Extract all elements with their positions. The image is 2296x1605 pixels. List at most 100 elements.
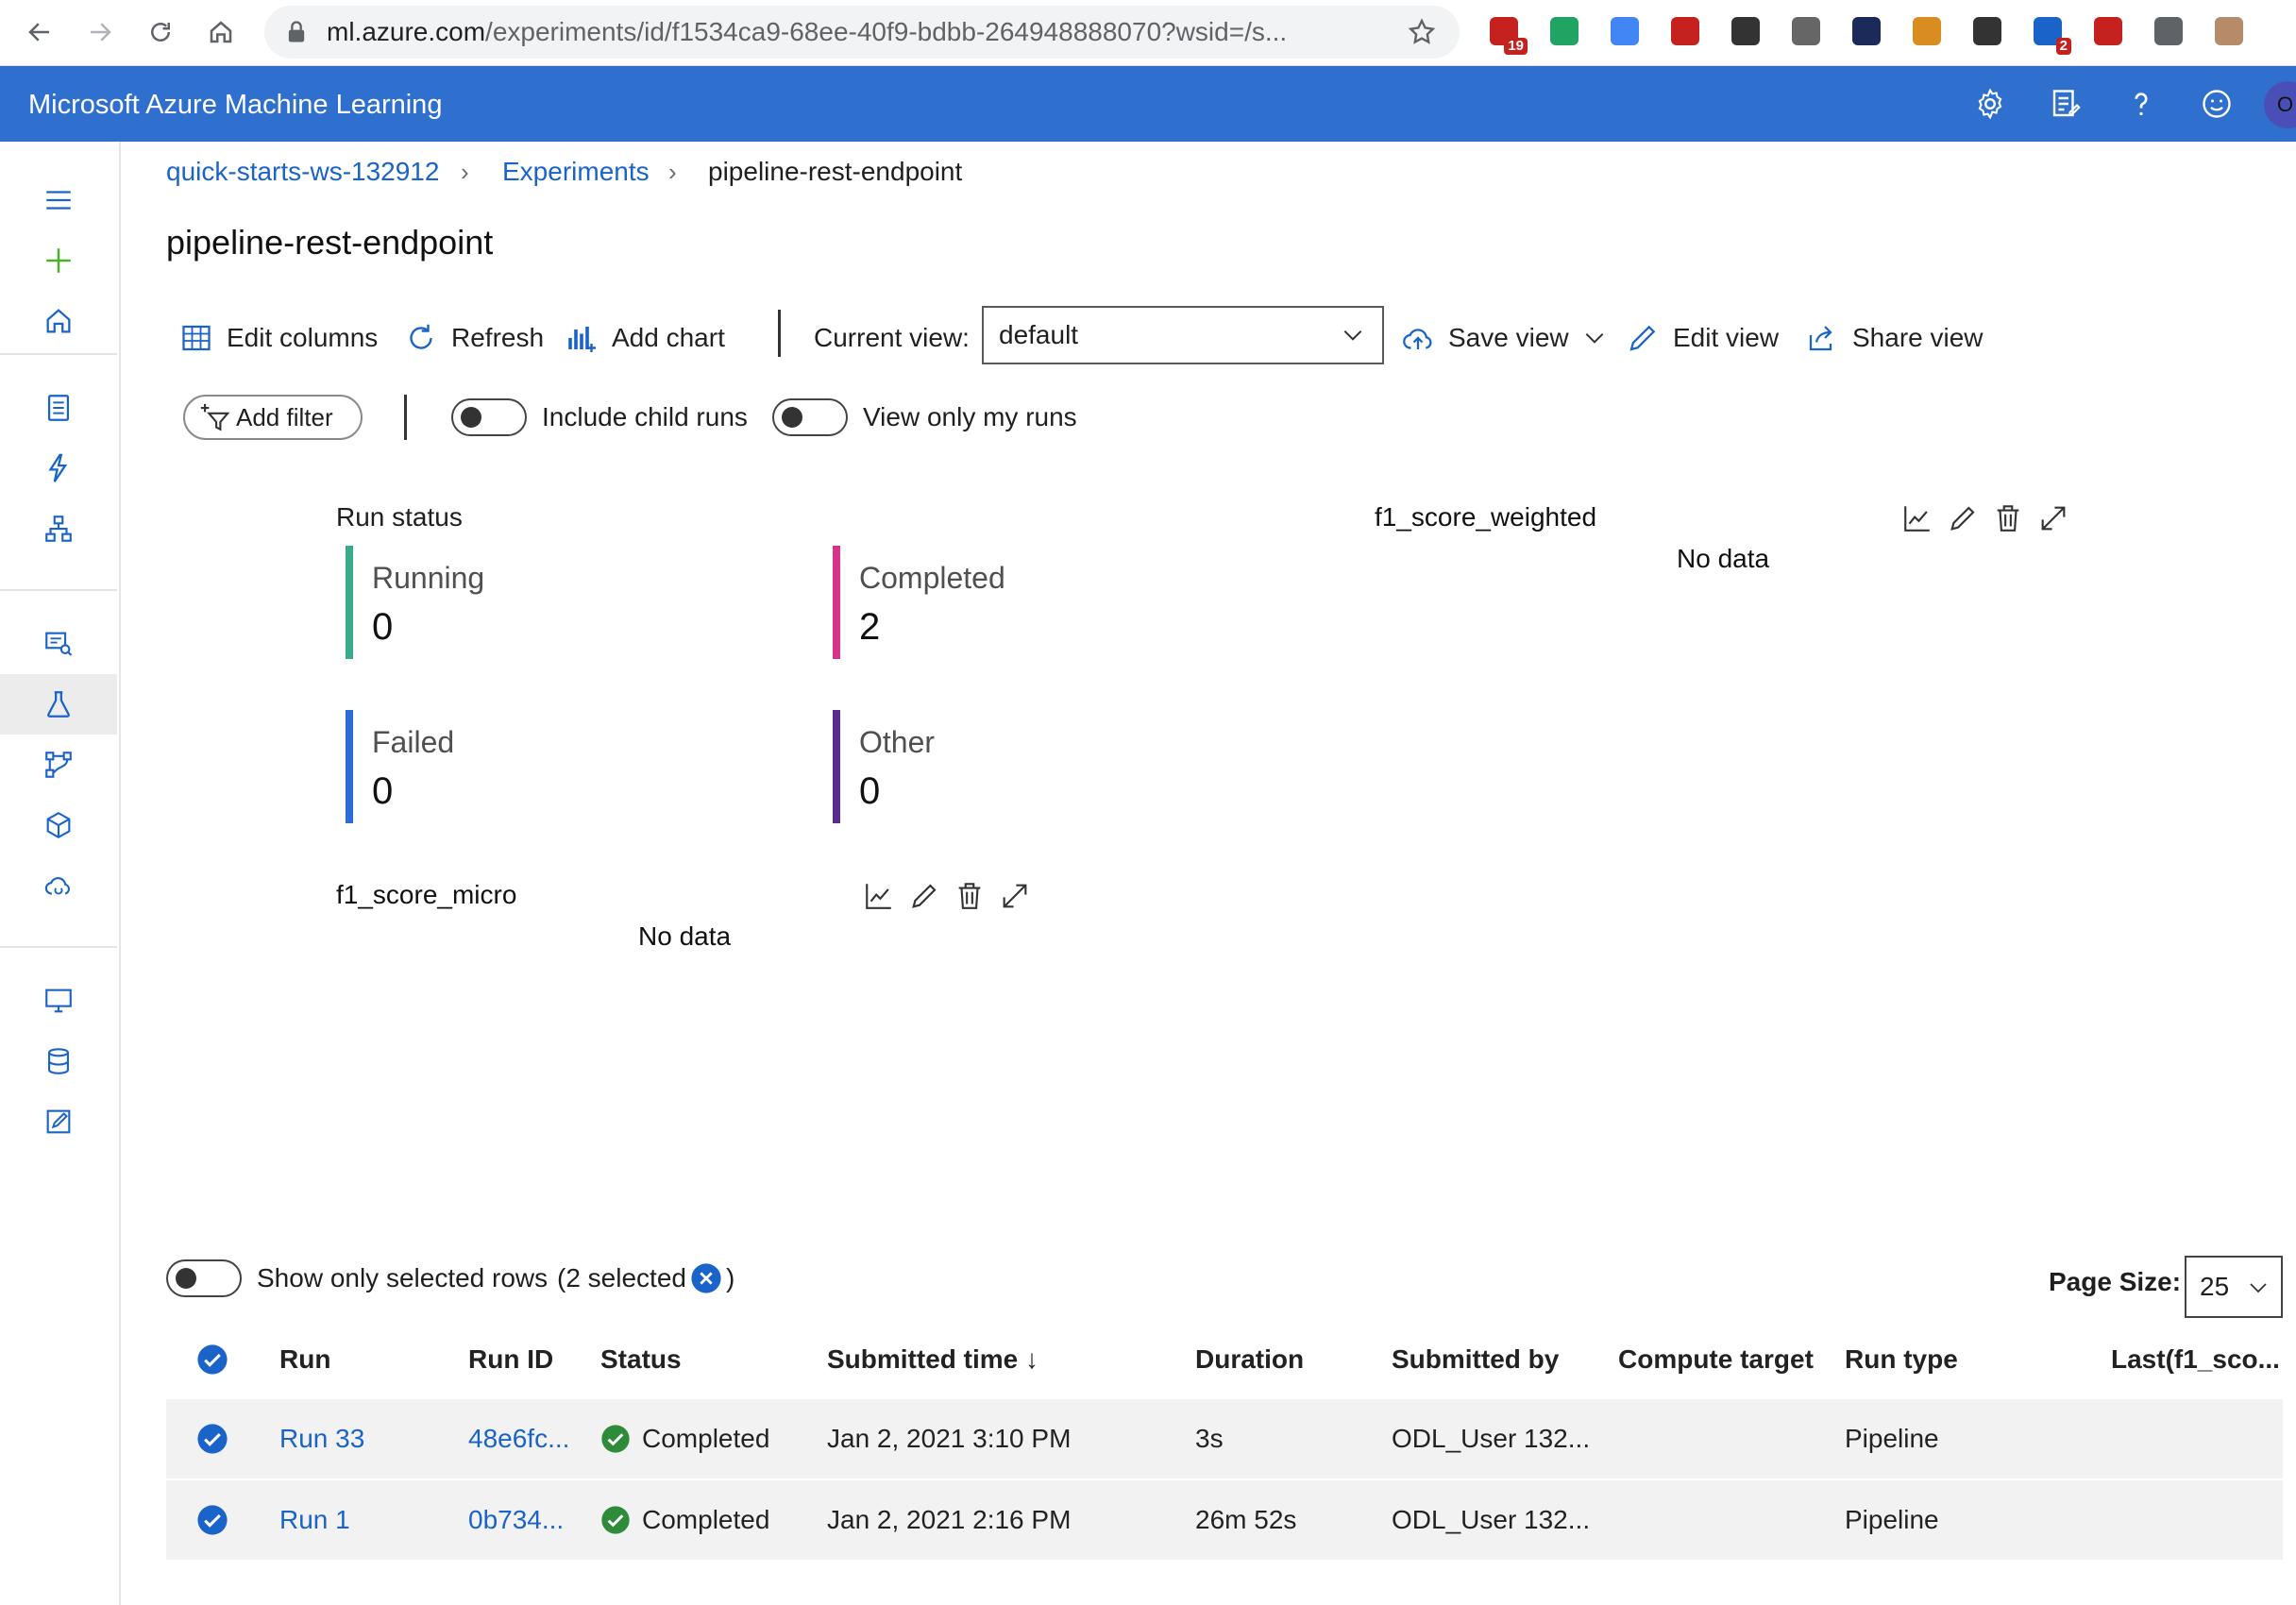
address-bar[interactable]: ml.azure.com/experiments/id/f1534ca9-68e… (264, 6, 1460, 59)
status-color-bar (833, 710, 840, 823)
forward-button[interactable] (79, 11, 121, 53)
run-status: Completed (600, 1399, 769, 1478)
bookmark-star-icon[interactable] (1407, 17, 1437, 47)
feedback-button[interactable] (2198, 85, 2236, 123)
status-tile-value: 0 (859, 770, 881, 812)
app-title[interactable]: Microsoft Azure Machine Learning (28, 90, 443, 120)
column-header-run-id[interactable]: Run ID (468, 1344, 554, 1374)
pencil-icon[interactable] (1947, 502, 1979, 534)
gmail-icon[interactable]: 19 (1486, 13, 1528, 55)
nav-notebooks[interactable] (0, 378, 117, 438)
nav-datastores[interactable] (0, 1031, 117, 1091)
ip-ext-icon[interactable] (1849, 13, 1884, 49)
nav-compute[interactable] (0, 971, 117, 1031)
refresh-button[interactable]: Refresh (404, 315, 544, 361)
expand-icon[interactable] (2037, 502, 2069, 534)
add-chart-button[interactable]: Add chart (565, 315, 725, 361)
translate-icon[interactable] (1607, 13, 1643, 49)
select-all-checkbox[interactable] (196, 1343, 228, 1376)
puzzle-icon[interactable] (2151, 13, 2186, 49)
run-status-text: Completed (642, 1424, 770, 1453)
run-name-link[interactable]: Run 33 (279, 1424, 365, 1453)
column-header-run[interactable]: Run (279, 1344, 331, 1374)
column-header-compute-target[interactable]: Compute target (1618, 1344, 1814, 1374)
breadcrumb-workspace[interactable]: quick-starts-ws-132912 (166, 157, 440, 186)
nav-menu-button[interactable] (0, 170, 117, 230)
status-tile-failed[interactable]: Failed 0 (346, 710, 667, 827)
share-view-button[interactable]: Share view (1805, 315, 1984, 361)
column-header-submitted-time[interactable]: Submitted time ↓ (827, 1344, 1039, 1374)
home-icon (210, 21, 232, 43)
table-row[interactable]: Run 33 48e6fc... Completed Jan 2, 2021 3… (166, 1399, 2283, 1478)
run-status-text: Completed (642, 1505, 770, 1534)
txt-ext-icon[interactable] (1909, 13, 1945, 49)
help-button[interactable] (2122, 85, 2160, 123)
edit-columns-button[interactable]: Edit columns (179, 315, 378, 361)
breadcrumb-experiments[interactable]: Experiments (502, 157, 650, 186)
nav-models[interactable] (0, 795, 117, 855)
reload-button[interactable] (140, 11, 181, 53)
table-row[interactable]: Run 1 0b734... Completed Jan 2, 2021 2:1… (166, 1480, 2283, 1560)
column-header-run-type[interactable]: Run type (1845, 1344, 1958, 1374)
settings-button[interactable] (1971, 85, 2009, 123)
view-only-my-runs-toggle[interactable] (772, 398, 848, 436)
drop-ext-icon[interactable]: 2 (2030, 13, 2071, 55)
home-button[interactable] (200, 11, 242, 53)
status-tile-completed[interactable]: Completed 2 (833, 546, 1154, 663)
trash-icon[interactable] (954, 880, 986, 912)
status-color-bar (833, 546, 840, 659)
include-child-runs-toggle[interactable] (451, 398, 527, 436)
chart-actions (863, 880, 1031, 912)
nav-divider (0, 589, 117, 591)
run-id-link[interactable]: 0b734... (468, 1505, 565, 1534)
row-checkbox[interactable] (196, 1504, 228, 1536)
circle-ext-icon[interactable] (1788, 13, 1824, 49)
run-submitted-by: ODL_User 132... (1392, 1424, 1591, 1453)
add-filter-button[interactable]: Add filter (183, 395, 363, 440)
chevron-down-icon[interactable] (1582, 326, 1607, 350)
nav-endpoints[interactable] (0, 855, 117, 916)
mendeley-ext-icon[interactable] (2090, 13, 2126, 49)
nav-experiments[interactable] (0, 674, 117, 735)
nav-designer[interactable] (0, 498, 117, 559)
nav-home[interactable] (0, 291, 117, 351)
extension-badge: 2 (2055, 38, 2071, 55)
trash-icon[interactable] (1992, 502, 2024, 534)
back-button[interactable] (19, 11, 60, 53)
run-duration: 26m 52s (1195, 1505, 1297, 1534)
google-drive-icon[interactable] (1546, 13, 1582, 49)
column-header-status[interactable]: Status (600, 1344, 682, 1374)
nav-automated-ml[interactable] (0, 438, 117, 498)
column-header-submitted-by[interactable]: Submitted by (1392, 1344, 1560, 1374)
bookmark-ext-icon[interactable] (1667, 13, 1703, 49)
run-id-link[interactable]: 48e6fc... (468, 1424, 570, 1453)
info-ext-icon[interactable] (1728, 13, 1764, 49)
edit-view-button[interactable]: Edit view (1626, 315, 1779, 361)
expand-icon[interactable] (999, 880, 1031, 912)
nav-pipelines[interactable] (0, 735, 117, 795)
run-submitted-time: Jan 2, 2021 2:16 PM (827, 1505, 1072, 1534)
clear-selection-icon[interactable] (690, 1262, 722, 1294)
nav-datasets[interactable] (0, 614, 117, 674)
current-view-dropdown[interactable]: default (982, 306, 1384, 364)
row-checkbox[interactable] (196, 1423, 228, 1455)
status-tile-other[interactable]: Other 0 (833, 710, 1154, 827)
cloud-sync-icon (44, 877, 70, 895)
save-view-button[interactable]: Save view (1401, 315, 1607, 361)
column-header-duration[interactable]: Duration (1195, 1344, 1305, 1374)
run-name-link[interactable]: Run 1 (279, 1505, 350, 1534)
page-size-dropdown[interactable]: 25 (2185, 1256, 2283, 1318)
user-avatar[interactable]: O (2264, 81, 2296, 128)
status-tile-running[interactable]: Running 0 (346, 546, 667, 663)
line-chart-icon[interactable] (863, 880, 895, 912)
speed-ext-icon[interactable] (1969, 13, 2005, 49)
txt-ext-icon-glyph (1913, 17, 1941, 45)
line-chart-icon[interactable] (1901, 502, 1933, 534)
profile-avatar-icon[interactable] (2211, 13, 2247, 49)
notes-button[interactable] (2047, 85, 2085, 123)
nav-data-labeling[interactable] (0, 1091, 117, 1152)
column-header-last-f1-score[interactable]: Last(f1_sco... (2111, 1344, 2280, 1374)
pencil-icon[interactable] (908, 880, 940, 912)
show-only-selected-toggle[interactable] (166, 1259, 242, 1297)
nav-create-new[interactable] (0, 230, 117, 291)
